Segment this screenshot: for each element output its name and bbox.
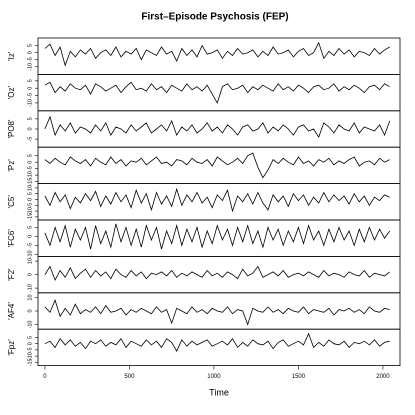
y-tick-label: -5 <box>27 137 33 142</box>
signal-line <box>44 115 391 139</box>
panel-label: 'FC6' <box>7 229 16 248</box>
panel-frame <box>37 328 401 367</box>
panel-frame <box>37 146 401 184</box>
y-tick-label: -10 <box>27 171 33 179</box>
y-tick-label: 5 <box>27 336 33 339</box>
y-tick-label: -10 <box>27 250 33 258</box>
y-tick-label: 10 <box>27 294 33 300</box>
y-tick-label: -5 <box>27 166 33 171</box>
x-tick-label: 1000 <box>207 374 221 380</box>
y-tick-label: -10 <box>27 352 33 360</box>
chart-title: First–Episode Psychosis (FEP) <box>141 12 288 23</box>
y-tick-label: -15 <box>27 213 33 221</box>
y-tick-label: 0 <box>27 273 33 276</box>
y-tick-label: 10 <box>27 185 33 191</box>
y-tick-label: -5 <box>27 347 33 352</box>
panel-label: 'Pz' <box>7 159 16 172</box>
panel-label: 'C5' <box>7 195 16 209</box>
x-tick-label: 500 <box>124 374 135 380</box>
signal-line <box>44 41 390 67</box>
panel-label: 'Oz' <box>7 85 16 99</box>
panel-frame <box>37 74 401 112</box>
x-tick-label: 0 <box>43 374 47 380</box>
signal-line <box>44 187 390 213</box>
signal-line <box>44 223 391 250</box>
panel-label: 'Fpz' <box>7 339 16 356</box>
signal-line <box>44 152 390 179</box>
y-tick-label: 10 <box>27 258 33 264</box>
panel-label: 'F2' <box>7 268 16 281</box>
panel-frame <box>37 37 401 75</box>
signal-line <box>44 332 390 352</box>
y-tick-label: -10 <box>27 99 33 107</box>
panel-frame <box>37 183 401 221</box>
panel-label: 'AF4' <box>7 302 16 320</box>
y-tick-label: 5 <box>27 154 33 157</box>
y-tick-label: 5 <box>27 44 33 47</box>
x-tick-label: 1500 <box>292 374 306 380</box>
y-tick-label: -15 <box>27 358 33 366</box>
y-tick-label: 0 <box>27 309 33 312</box>
y-tick-label: 5 <box>27 117 33 120</box>
y-tick-label: -5 <box>27 57 33 62</box>
y-tick-label: -5 <box>27 93 33 98</box>
signal-line <box>44 265 390 281</box>
y-tick-label: 0 <box>27 51 33 54</box>
y-tick-label: -5 <box>27 203 33 208</box>
y-tick-label: 0 <box>27 198 33 201</box>
y-tick-label: -10 <box>27 284 33 292</box>
y-tick-label: 0 <box>27 235 33 238</box>
y-tick-label: -10 <box>27 207 33 215</box>
y-tick-label: -10 <box>27 321 33 329</box>
x-tick-label: 2000 <box>376 374 390 380</box>
y-tick-label: 0 <box>27 161 33 164</box>
x-axis-label: Time <box>209 387 229 397</box>
signal-line <box>44 81 390 104</box>
y-tick-label: 0 <box>27 342 33 345</box>
panel-label: 'PO8' <box>7 119 16 139</box>
y-tick-label: -15 <box>27 178 33 186</box>
y-tick-label: 5 <box>27 192 33 195</box>
panel-label: 'Iz' <box>7 51 16 61</box>
signal-line <box>44 299 390 326</box>
y-tick-label: 0 <box>27 87 33 90</box>
y-tick-label: -5 <box>27 243 33 248</box>
panel-frame <box>37 219 401 257</box>
y-tick-label: 5 <box>27 79 33 82</box>
y-tick-label: -10 <box>27 63 33 71</box>
y-tick-label: 0 <box>27 127 33 130</box>
y-tick-label: 5 <box>27 226 33 229</box>
